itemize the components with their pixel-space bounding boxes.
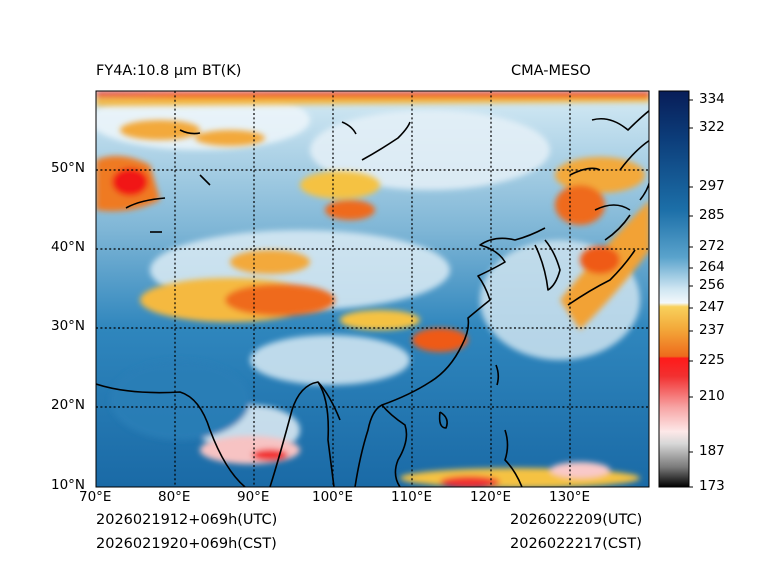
coastline	[381, 227, 546, 406]
cold-cloud	[580, 246, 620, 274]
colorbar	[658, 90, 690, 488]
coastline	[594, 204, 631, 211]
cold-cloud	[96, 92, 649, 97]
cold-cloud	[120, 120, 200, 140]
cold-cloud	[230, 250, 310, 274]
colorbar-label: 256	[699, 277, 725, 293]
coastline	[438, 411, 448, 429]
lon-tick-label: 70°E	[79, 489, 112, 505]
cold-cloud	[325, 200, 375, 220]
coastline	[495, 364, 523, 487]
coastline	[317, 381, 408, 487]
coastline	[341, 121, 357, 135]
cold-cloud	[300, 171, 380, 199]
lon-tick-label: 110°E	[391, 489, 433, 505]
cloud-band	[110, 360, 250, 440]
cold-cloud	[340, 310, 420, 330]
cold-cloud	[440, 476, 500, 487]
init-time-utc: 2026021912+069h(UTC)	[96, 512, 278, 528]
cold-cloud	[550, 462, 610, 478]
coastline	[361, 121, 411, 161]
coastline	[179, 129, 201, 135]
coastline	[96, 381, 341, 487]
cold-cloud	[200, 436, 300, 464]
cloud-band	[250, 335, 410, 385]
coastline	[567, 180, 649, 306]
colorbar-label: 285	[699, 207, 725, 223]
colorbar-label: 247	[699, 299, 725, 315]
coastline	[534, 239, 561, 291]
colorbar-label: 322	[699, 119, 725, 135]
map-title-right: CMA-MESO	[511, 63, 591, 79]
colorbar-label: 225	[699, 352, 725, 368]
cold-cloud	[195, 130, 265, 146]
cold-cloud	[225, 284, 335, 316]
colorbar-label: 173	[699, 478, 725, 494]
coastline	[199, 174, 211, 186]
colorbar-label: 187	[699, 443, 725, 459]
colorbar-label: 237	[699, 322, 725, 338]
valid-time-utc: 2026022209(UTC)	[510, 512, 643, 528]
map-title-left: FY4A:10.8 µm BT(K)	[96, 63, 242, 79]
valid-time-cst: 2026022217(CST)	[510, 536, 642, 552]
cold-cloud	[555, 185, 605, 225]
map-frame	[95, 90, 650, 488]
lon-tick-label: 120°E	[470, 489, 512, 505]
coastline	[591, 109, 649, 131]
cold-cloud	[412, 328, 468, 352]
lat-tick-label: 50°N	[51, 160, 86, 176]
lon-tick-label: 80°E	[158, 489, 191, 505]
coastline	[619, 139, 649, 171]
colorbar-label: 210	[699, 388, 725, 404]
lat-tick-label: 40°N	[51, 239, 86, 255]
colorbar-label: 334	[699, 91, 725, 107]
coastline	[125, 197, 166, 209]
lat-tick-label: 20°N	[51, 397, 86, 413]
colorbar-label: 272	[699, 238, 725, 254]
cold-cloud	[252, 449, 288, 461]
colorbar-label: 297	[699, 178, 725, 194]
lat-tick-label: 10°N	[51, 477, 86, 493]
cold-cloud	[112, 168, 148, 196]
colorbar-label: 264	[699, 259, 725, 275]
lat-tick-label: 30°N	[51, 318, 86, 334]
lon-tick-label: 130°E	[549, 489, 591, 505]
coastline	[569, 167, 601, 176]
init-time-cst: 2026021920+069h(CST)	[96, 536, 277, 552]
lon-tick-label: 100°E	[312, 489, 354, 505]
lon-tick-label: 90°E	[237, 489, 270, 505]
